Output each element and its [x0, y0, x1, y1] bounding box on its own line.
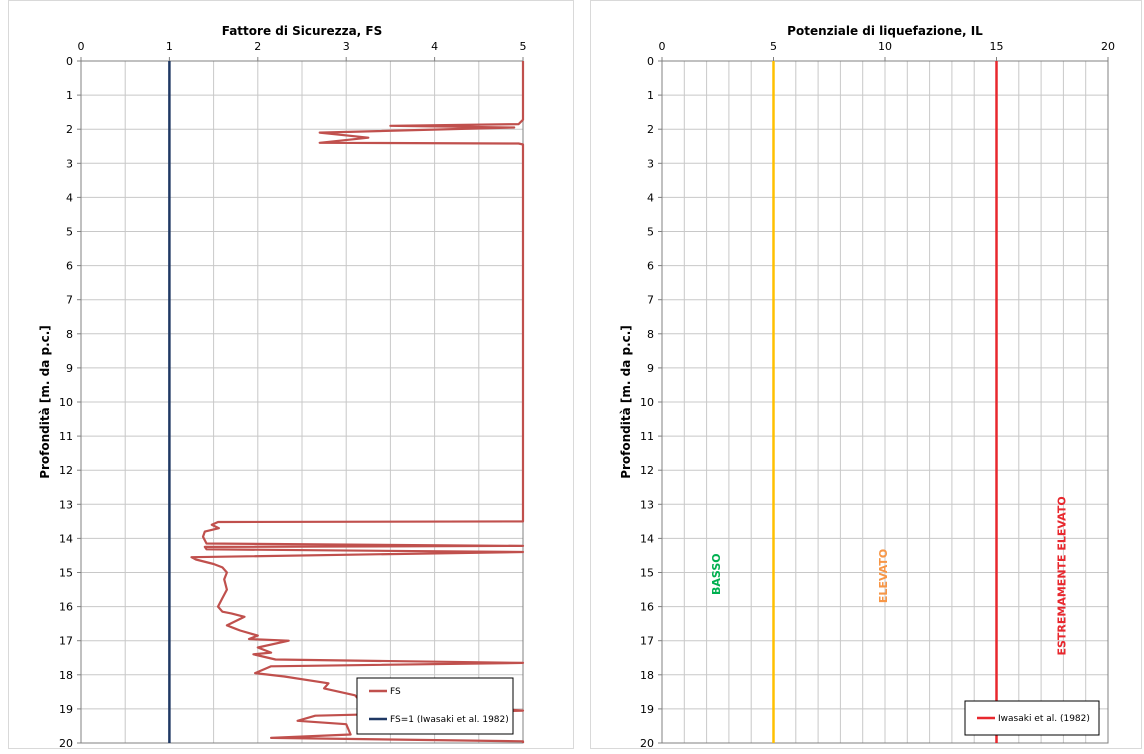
- y-tick-label: 1: [66, 89, 73, 102]
- y-tick-label: 11: [640, 430, 654, 443]
- y-tick-label: 3: [66, 157, 73, 170]
- y-tick-label: 0: [647, 55, 654, 68]
- y-tick-label: 10: [640, 396, 654, 409]
- zone-label-basso: BASSO: [710, 553, 723, 595]
- y-tick-label: 13: [59, 498, 73, 511]
- y-tick-label: 17: [640, 635, 654, 648]
- y-axis-label: Profondità [m. da p.c.]: [619, 325, 633, 479]
- x-tick-label: 4: [431, 40, 438, 53]
- chart-title: Fattore di Sicurezza, FS: [222, 24, 383, 38]
- x-tick-label: 10: [878, 40, 892, 53]
- y-tick-label: 16: [640, 601, 654, 614]
- y-tick-label: 17: [59, 635, 73, 648]
- y-tick-label: 0: [66, 55, 73, 68]
- y-tick-label: 13: [640, 498, 654, 511]
- y-tick-label: 7: [66, 294, 73, 307]
- y-tick-label: 14: [59, 532, 73, 545]
- x-tick-label: 20: [1101, 40, 1115, 53]
- x-tick-label: 1: [166, 40, 173, 53]
- y-tick-label: 16: [59, 601, 73, 614]
- y-axis-label: Profondità [m. da p.c.]: [38, 325, 52, 479]
- y-tick-label: 19: [640, 703, 654, 716]
- y-tick-label: 10: [59, 396, 73, 409]
- il-chart-panel: Potenziale di liquefazione, IL 0 5 10 15 20 0 1…: [590, 0, 1142, 750]
- y-tick-label: 2: [66, 123, 73, 136]
- x-tick-label: 0: [659, 40, 666, 53]
- y-tick-label: 4: [647, 191, 654, 204]
- y-tick-label: 15: [640, 567, 654, 580]
- y-tick-label: 2: [647, 123, 654, 136]
- y-tick-label: 7: [647, 294, 654, 307]
- y-tick-label: 11: [59, 430, 73, 443]
- y-tick-label: 12: [59, 464, 73, 477]
- x-tick-label: 0: [78, 40, 85, 53]
- x-tick-label: 5: [520, 40, 527, 53]
- y-tick-label: 8: [647, 328, 654, 341]
- x-tick-label: 15: [990, 40, 1004, 53]
- y-tick-label: 15: [59, 567, 73, 580]
- legend-label: FS: [390, 687, 401, 697]
- y-tick-label: 9: [66, 362, 73, 375]
- y-tick-label: 9: [647, 362, 654, 375]
- y-tick-label: 19: [59, 703, 73, 716]
- y-tick-label: 8: [66, 328, 73, 341]
- y-tick-label: 4: [66, 191, 73, 204]
- y-tick-label: 5: [647, 226, 654, 239]
- fs-chart: Fattore di Sicurezza, FS0 1 2 3 4 50123456789…: [38, 24, 527, 750]
- legend-box: [356, 677, 514, 735]
- legend-label: FS=1 (Iwasaki et al. 1982): [390, 715, 509, 725]
- y-tick-label: 20: [640, 737, 654, 750]
- y-tick-label: 1: [647, 89, 654, 102]
- x-tick-label: 2: [254, 40, 261, 53]
- zone-label-elevato: ELEVATO: [877, 549, 890, 603]
- x-tick-label: 3: [343, 40, 350, 53]
- y-tick-label: 20: [59, 737, 73, 750]
- fs-chart-panel: Fattore di Sicurezza, FS 0 1 2 3 4 5 0 1 2 3 4 5 6 7 8 9…: [8, 0, 574, 750]
- legend-label: Iwasaki et al. (1982): [998, 714, 1090, 724]
- y-tick-label: 6: [66, 260, 73, 273]
- y-tick-label: 18: [59, 669, 73, 682]
- y-tick-label: 3: [647, 157, 654, 170]
- chart-title: Potenziale di liquefazione, IL: [787, 24, 983, 38]
- y-tick-label: 18: [640, 669, 654, 682]
- y-tick-label: 14: [640, 532, 654, 545]
- y-tick-label: 5: [66, 226, 73, 239]
- series-line-fs: [190, 61, 525, 743]
- y-tick-label: 12: [640, 464, 654, 477]
- x-tick-label: 5: [770, 40, 777, 53]
- y-tick-label: 6: [647, 260, 654, 273]
- il-chart: Potenziale di liquefazione, IL0 5 10 15 2001…: [619, 24, 1115, 750]
- zone-label-estremamente-elevato: ESTREMAMENTE ELEVATO: [1056, 496, 1069, 655]
